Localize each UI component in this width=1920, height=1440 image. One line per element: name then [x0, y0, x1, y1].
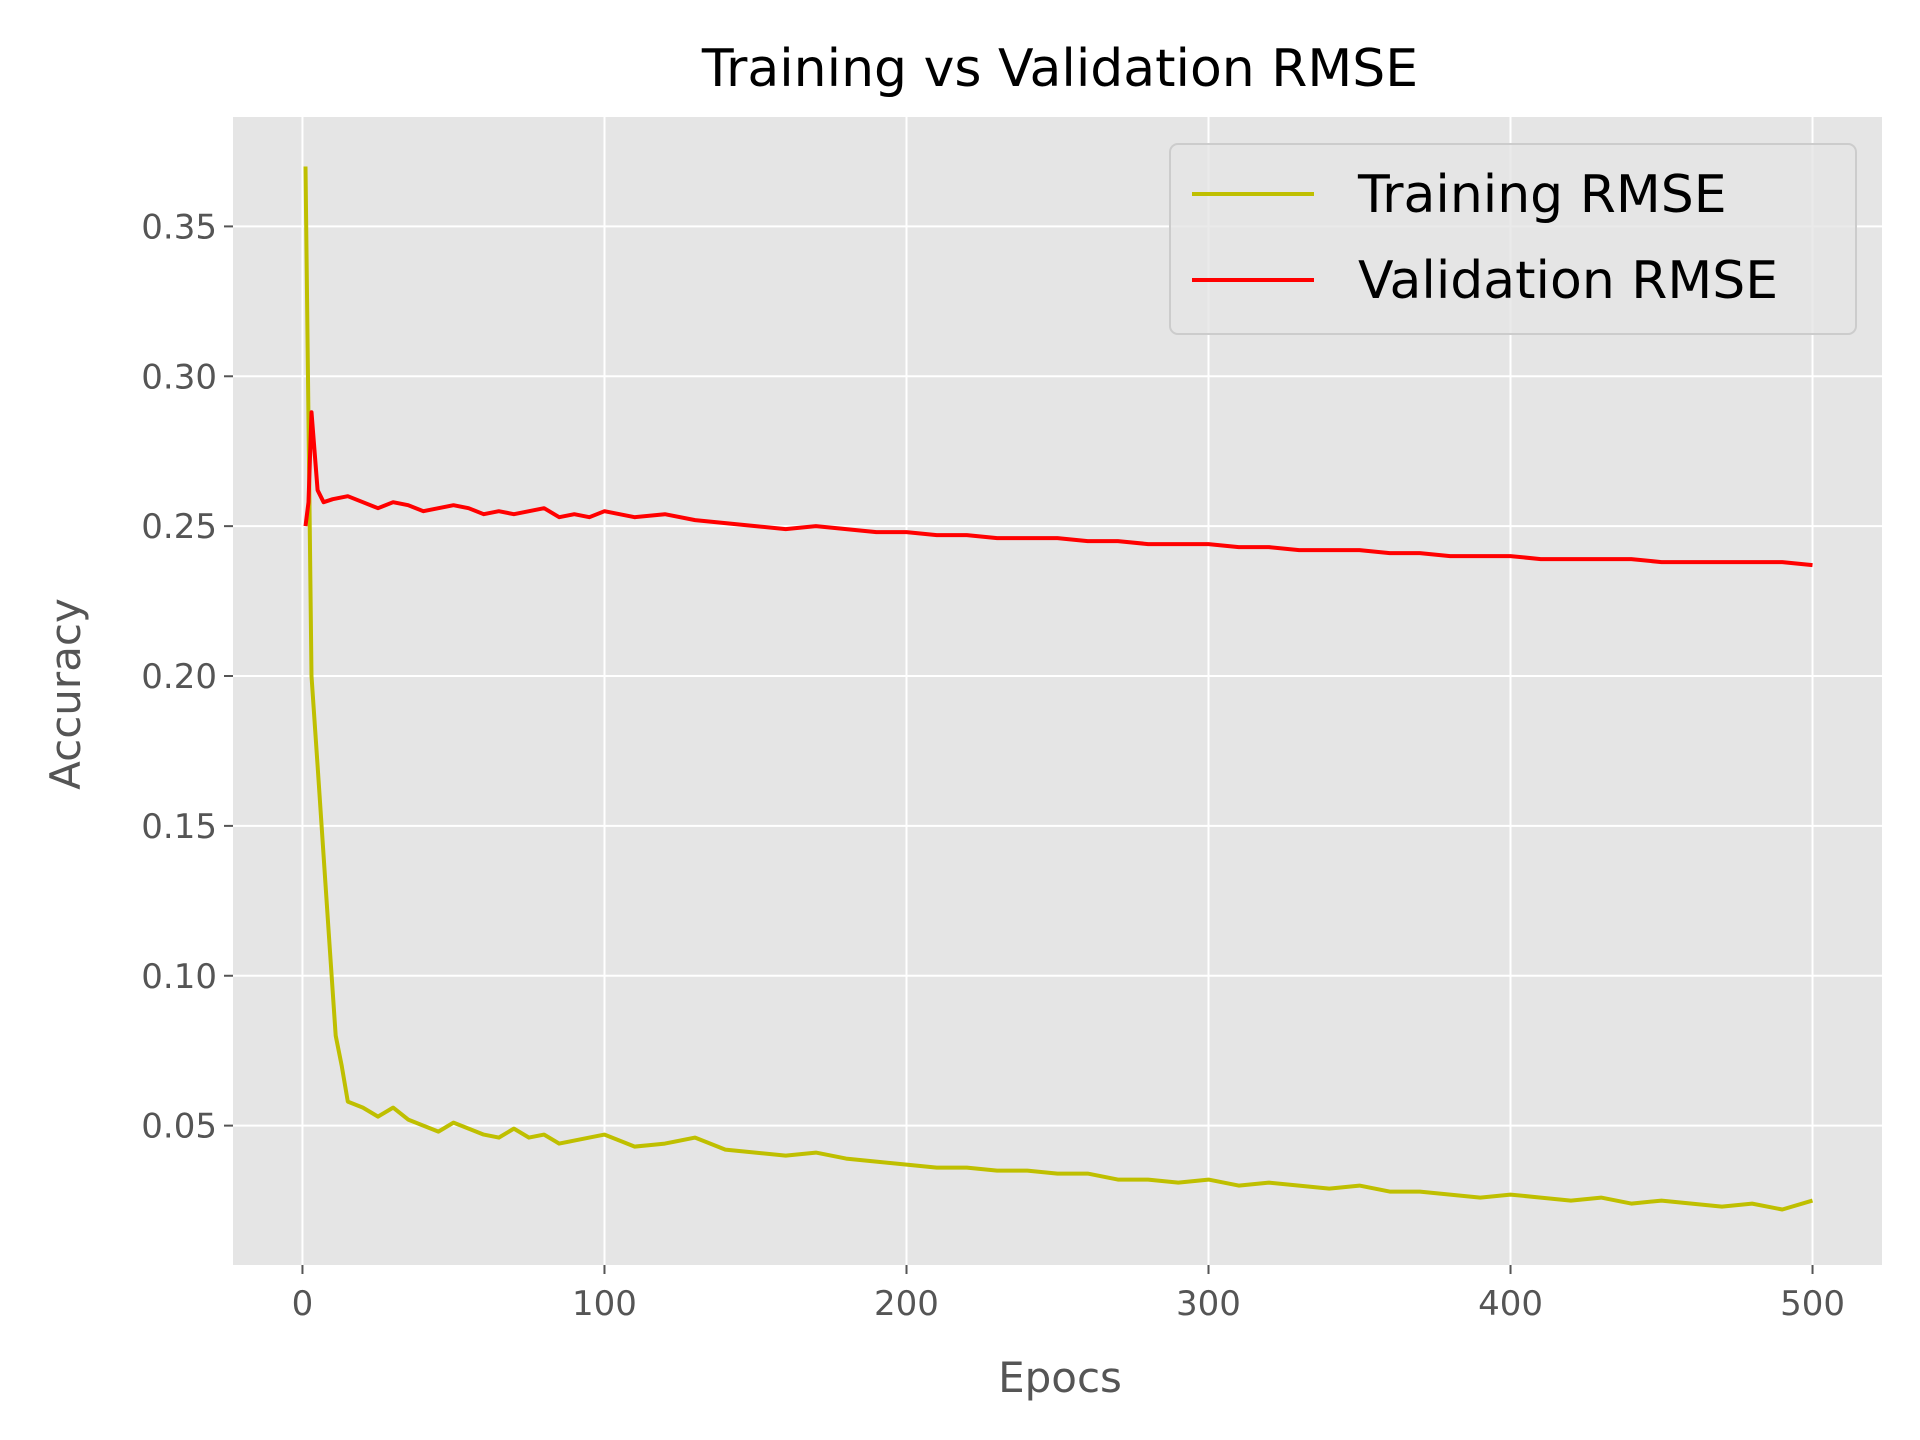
tick-layer: 0 100 200 300 400 500 0.05 0.10 0.15 0.20 0.25 0.30… — [141, 207, 1845, 1324]
y-tick-label: 0.35 — [141, 207, 217, 247]
x-tick-label: 100 — [572, 1284, 637, 1324]
legend-box — [1169, 143, 1857, 335]
legend: Training RMSE Validation RMSE — [1169, 143, 1857, 335]
y-tick-label: 0.05 — [141, 1107, 217, 1147]
x-tick-label: 300 — [1176, 1284, 1241, 1324]
x-tick-label: 0 — [292, 1284, 314, 1324]
validation-rmse-line — [303, 410, 1813, 568]
x-tick-label: 500 — [1780, 1284, 1845, 1324]
chart-title: Training vs Validation RMSE — [701, 39, 1418, 99]
x-axis-title: Epocs — [998, 1353, 1122, 1402]
training-rmse-line — [303, 166, 1814, 1212]
series-layer — [303, 166, 1814, 1212]
y-tick-label: 0.10 — [141, 957, 217, 997]
y-tick-label: 0.15 — [141, 807, 217, 847]
y-tick-label: 0.25 — [141, 507, 217, 547]
legend-label-validation: Validation RMSE — [1358, 251, 1778, 311]
y-tick-label: 0.20 — [141, 657, 217, 697]
x-tick-label: 200 — [874, 1284, 939, 1324]
y-tick-label: 0.30 — [141, 357, 217, 397]
y-axis-title: Accuracy — [41, 598, 90, 790]
legend-label-training: Training RMSE — [1357, 165, 1727, 225]
x-tick-label: 400 — [1478, 1284, 1543, 1324]
